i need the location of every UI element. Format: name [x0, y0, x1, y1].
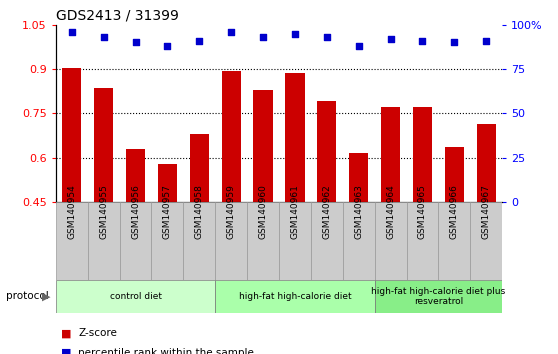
- Text: percentile rank within the sample: percentile rank within the sample: [78, 348, 254, 354]
- Text: GSM140957: GSM140957: [163, 184, 172, 239]
- Text: GSM140955: GSM140955: [99, 184, 108, 239]
- Point: [418, 38, 427, 44]
- Bar: [222, 70, 240, 202]
- Bar: [285, 74, 305, 202]
- Point: [163, 43, 172, 49]
- FancyBboxPatch shape: [56, 280, 215, 313]
- Point: [227, 29, 235, 35]
- FancyBboxPatch shape: [119, 202, 151, 280]
- Bar: [477, 124, 496, 202]
- FancyBboxPatch shape: [151, 202, 184, 280]
- FancyBboxPatch shape: [374, 202, 407, 280]
- Text: GSM140964: GSM140964: [386, 184, 395, 239]
- FancyBboxPatch shape: [343, 202, 374, 280]
- Text: GSM140958: GSM140958: [195, 184, 204, 239]
- Bar: [318, 102, 336, 202]
- Text: GSM140966: GSM140966: [450, 184, 459, 239]
- Point: [99, 34, 108, 40]
- Text: GSM140967: GSM140967: [482, 184, 490, 239]
- FancyBboxPatch shape: [407, 202, 439, 280]
- FancyBboxPatch shape: [88, 202, 119, 280]
- Bar: [94, 88, 113, 202]
- FancyBboxPatch shape: [215, 280, 374, 313]
- Bar: [445, 147, 464, 202]
- Point: [195, 38, 204, 44]
- Bar: [158, 164, 177, 202]
- Text: GSM140960: GSM140960: [258, 184, 267, 239]
- Text: GSM140959: GSM140959: [227, 184, 235, 239]
- FancyBboxPatch shape: [279, 202, 311, 280]
- FancyBboxPatch shape: [215, 202, 247, 280]
- Bar: [253, 90, 273, 202]
- Point: [450, 40, 459, 45]
- Point: [386, 36, 395, 42]
- Point: [354, 43, 363, 49]
- Bar: [381, 107, 400, 202]
- Text: control diet: control diet: [109, 292, 161, 301]
- Point: [131, 40, 140, 45]
- Point: [258, 34, 267, 40]
- Point: [291, 31, 300, 36]
- Text: high-fat high-calorie diet plus
resveratrol: high-fat high-calorie diet plus resverat…: [371, 287, 506, 306]
- Text: protocol: protocol: [6, 291, 49, 302]
- Bar: [349, 153, 368, 202]
- Text: GSM140956: GSM140956: [131, 184, 140, 239]
- Bar: [190, 134, 209, 202]
- Text: Z-score: Z-score: [78, 328, 117, 338]
- FancyBboxPatch shape: [247, 202, 279, 280]
- Bar: [62, 68, 81, 202]
- Bar: [413, 107, 432, 202]
- Text: GSM140962: GSM140962: [323, 184, 331, 239]
- FancyBboxPatch shape: [56, 202, 88, 280]
- Text: ■: ■: [61, 328, 75, 338]
- FancyBboxPatch shape: [439, 202, 470, 280]
- Bar: [126, 149, 145, 202]
- Text: high-fat high-calorie diet: high-fat high-calorie diet: [239, 292, 351, 301]
- Text: GSM140961: GSM140961: [291, 184, 300, 239]
- FancyBboxPatch shape: [374, 280, 502, 313]
- Text: GSM140965: GSM140965: [418, 184, 427, 239]
- Point: [68, 29, 76, 35]
- Text: GDS2413 / 31399: GDS2413 / 31399: [56, 8, 179, 22]
- FancyBboxPatch shape: [311, 202, 343, 280]
- Point: [482, 38, 490, 44]
- Text: ▶: ▶: [42, 291, 50, 302]
- Text: GSM140954: GSM140954: [68, 184, 76, 239]
- FancyBboxPatch shape: [184, 202, 215, 280]
- Point: [323, 34, 331, 40]
- FancyBboxPatch shape: [470, 202, 502, 280]
- Text: ■: ■: [61, 348, 75, 354]
- Text: GSM140963: GSM140963: [354, 184, 363, 239]
